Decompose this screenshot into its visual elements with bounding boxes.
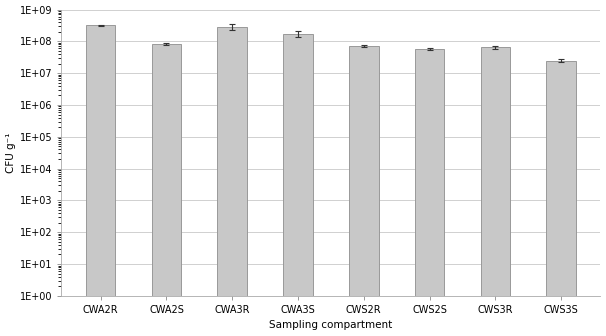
Bar [152, 44, 181, 336]
Bar [415, 49, 444, 336]
X-axis label: Sampling compartment: Sampling compartment [269, 321, 393, 330]
Bar [349, 46, 379, 336]
Bar [283, 34, 313, 336]
Bar [218, 27, 247, 336]
Y-axis label: CFU g⁻¹: CFU g⁻¹ [5, 132, 16, 173]
Bar [86, 25, 116, 336]
Bar [481, 47, 510, 336]
Bar [547, 60, 576, 336]
